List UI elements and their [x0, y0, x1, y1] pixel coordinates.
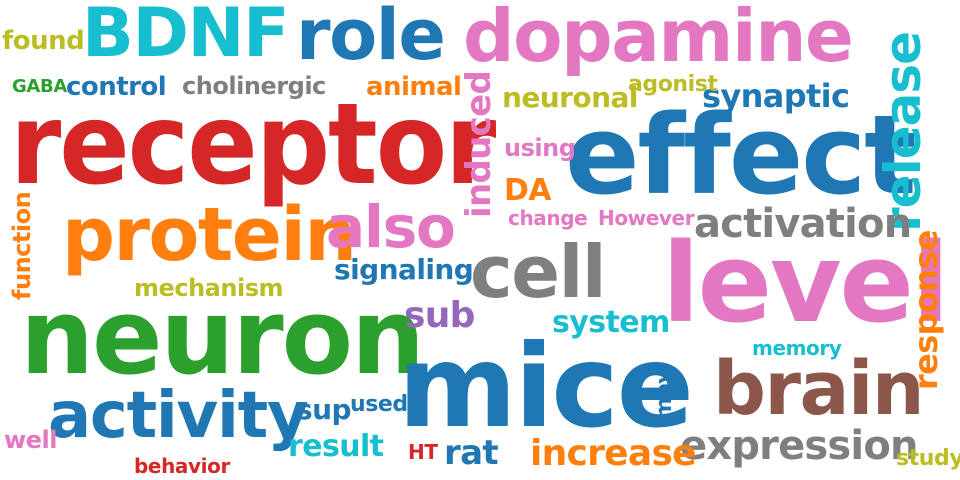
word-signaling: signaling [334, 253, 474, 286]
word-effect: effect [565, 91, 917, 219]
word-protein: protein [62, 192, 357, 278]
word-however: However [598, 206, 695, 230]
word-rat: rat [444, 433, 499, 473]
word-found: found [2, 26, 85, 56]
word-cell: cell [470, 230, 607, 314]
word-agonist: agonist [628, 72, 718, 97]
word-level: level [662, 219, 950, 347]
word-cholinergic: cholinergic [182, 72, 326, 100]
word-bdnf: BDNF [82, 0, 290, 73]
word-dopamine: dopamine [463, 0, 854, 78]
word-function: function [8, 191, 36, 300]
word-well: well [4, 426, 57, 454]
word-neuronal: neuronal [502, 81, 638, 114]
word-also: also [326, 193, 456, 261]
word-using: using [504, 134, 576, 162]
word-ht: HT [408, 440, 438, 464]
word-induced: induced [459, 70, 499, 218]
word-brain: brain [713, 346, 925, 432]
word-control: control [66, 72, 167, 102]
word-neuron: neuron [20, 276, 425, 398]
word-activity: activity [48, 379, 309, 453]
word-activation: activation [694, 201, 912, 247]
word-system: system [552, 305, 670, 340]
word-da: DA [504, 173, 552, 208]
word-study: study [896, 446, 960, 471]
word-mice: mice [398, 320, 694, 453]
word-response: response [907, 230, 945, 390]
word-mechanism: mechanism [134, 274, 284, 302]
word-role: role [296, 0, 446, 76]
word-used: used [350, 392, 408, 417]
word-change: change [508, 206, 588, 230]
word-behavior: behavior [134, 454, 230, 478]
word-animal: animal [366, 72, 462, 102]
word-receptor: receptor [10, 78, 496, 211]
word-gaba: GABA [12, 76, 67, 97]
word-increase: increase [530, 433, 697, 474]
word-sub: sub [404, 295, 475, 336]
word-expression: expression [680, 423, 919, 469]
word-memory: memory [752, 336, 842, 360]
word-synaptic: synaptic [702, 77, 850, 115]
word-result: result [288, 429, 384, 464]
word-may: may [652, 369, 677, 420]
word-sup: sup [296, 393, 352, 426]
